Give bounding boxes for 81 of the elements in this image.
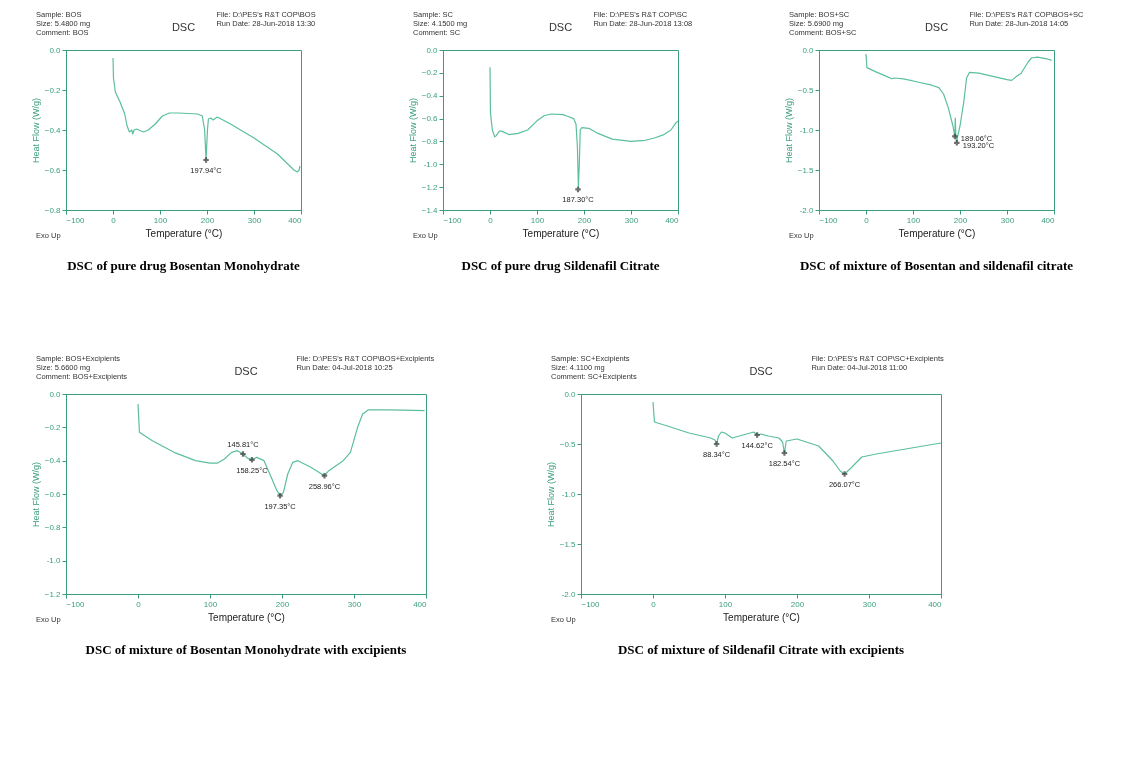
chart-title: DSC <box>548 21 573 33</box>
x-tick-label: 100 <box>718 599 733 609</box>
y-tick-label: −0.2 <box>421 68 439 78</box>
line-series <box>112 57 301 173</box>
x-axis-title: Temperature (°C) <box>898 227 976 239</box>
y-tick-label: −0.2 <box>44 85 62 95</box>
y-axis-title: Heat Flow (W/g) <box>545 461 556 528</box>
y-tick-label: −0.6 <box>44 165 62 175</box>
y-tick-label: −0.8 <box>44 205 62 215</box>
text: DSC of pure drug Bosentan Monohydrate <box>67 258 301 273</box>
y-tick-label: -1.0 <box>46 556 62 566</box>
y-tick-label: −0.5 <box>559 439 577 449</box>
x-tick-label: 200 <box>953 215 968 225</box>
x-axis-title: Temperature (°C) <box>522 227 600 239</box>
x-tick-label: 0 <box>111 215 117 225</box>
text: DSC of mixture of Bosentan Monohydrate with excipients <box>85 642 407 657</box>
x-tick-label: 0 <box>864 215 870 225</box>
x-tick-label: 200 <box>577 215 592 225</box>
y-tick-label: −1.2 <box>44 589 62 599</box>
x-tick-label: 300 <box>347 599 362 609</box>
y-tick-label: -2.0 <box>799 205 815 215</box>
y-tick-label: −0.4 <box>44 125 62 135</box>
x-tick-label: 100 <box>153 215 168 225</box>
x-tick-label: 300 <box>624 215 639 225</box>
x-tick-label: 400 <box>1041 215 1056 225</box>
x-tick-label: 200 <box>200 215 215 225</box>
y-tick-label: 0.0 <box>49 45 62 55</box>
x-tick-label: −100 <box>581 599 601 609</box>
y-tick-label: 0.0 <box>564 389 577 399</box>
x-tick-label: 400 <box>928 599 943 609</box>
chart-title: DSC <box>924 21 949 33</box>
y-tick-label: −0.8 <box>421 136 439 146</box>
x-tick-label: −100 <box>443 215 463 225</box>
chart-title: DSC <box>749 365 773 377</box>
y-tick-label: −0.5 <box>797 85 815 95</box>
x-tick-label: 400 <box>413 599 428 609</box>
text: DSC of mixture of Bosentan and sildenafil citrate <box>799 258 1074 273</box>
y-tick-label: −1.5 <box>559 539 577 549</box>
y-tick-label: −0.8 <box>44 522 62 532</box>
y-tick-label: 0.0 <box>802 45 815 55</box>
x-tick-label: −100 <box>66 215 86 225</box>
x-tick-label: 100 <box>530 215 545 225</box>
text: DSC of pure drug Sildenafil Citrate <box>461 258 660 273</box>
y-axis-title: Heat Flow (W/g) <box>783 97 794 164</box>
y-tick-label: -1.0 <box>423 159 439 169</box>
y-tick-label: -2.0 <box>561 589 577 599</box>
x-tick-label: 300 <box>1000 215 1015 225</box>
x-axis-title: Temperature (°C) <box>145 227 223 239</box>
x-axis-title: Temperature (°C) <box>208 611 285 623</box>
y-tick-label: −1.4 <box>421 205 439 215</box>
text: DSC of mixture of Sildenafil Citrate with excipients <box>617 642 905 657</box>
y-tick-label: -1.0 <box>561 489 577 499</box>
y-tick-label: −0.4 <box>44 456 62 466</box>
y-axis-title: Heat Flow (W/g) <box>30 461 41 528</box>
y-tick-label: −1.2 <box>421 182 439 192</box>
y-tick-label: −1.5 <box>797 165 815 175</box>
y-tick-label: −0.4 <box>421 91 439 101</box>
x-tick-label: 300 <box>862 599 877 609</box>
y-tick-label: −0.6 <box>421 114 439 124</box>
x-tick-label: 100 <box>203 599 218 609</box>
x-tick-label: 0 <box>488 215 494 225</box>
x-tick-label: 0 <box>651 599 657 609</box>
x-tick-label: 200 <box>275 599 290 609</box>
x-tick-label: 400 <box>665 215 680 225</box>
x-tick-label: 0 <box>136 599 142 609</box>
y-axis-title: Heat Flow (W/g) <box>30 97 41 164</box>
x-tick-label: 400 <box>288 215 303 225</box>
x-tick-label: −100 <box>66 599 86 609</box>
x-tick-label: 300 <box>247 215 262 225</box>
y-tick-label: -1.0 <box>799 125 815 135</box>
chart-title: DSC <box>234 365 258 377</box>
x-tick-label: 200 <box>790 599 805 609</box>
x-axis-title: Temperature (°C) <box>723 611 800 623</box>
y-tick-label: 0.0 <box>426 45 439 55</box>
x-tick-label: −100 <box>819 215 839 225</box>
y-tick-label: −0.2 <box>44 422 62 432</box>
x-tick-label: 100 <box>906 215 921 225</box>
y-tick-label: −0.6 <box>44 489 62 499</box>
y-axis-title: Heat Flow (W/g) <box>407 97 418 164</box>
y-tick-label: 0.0 <box>49 389 62 399</box>
chart-title: DSC <box>171 21 196 33</box>
